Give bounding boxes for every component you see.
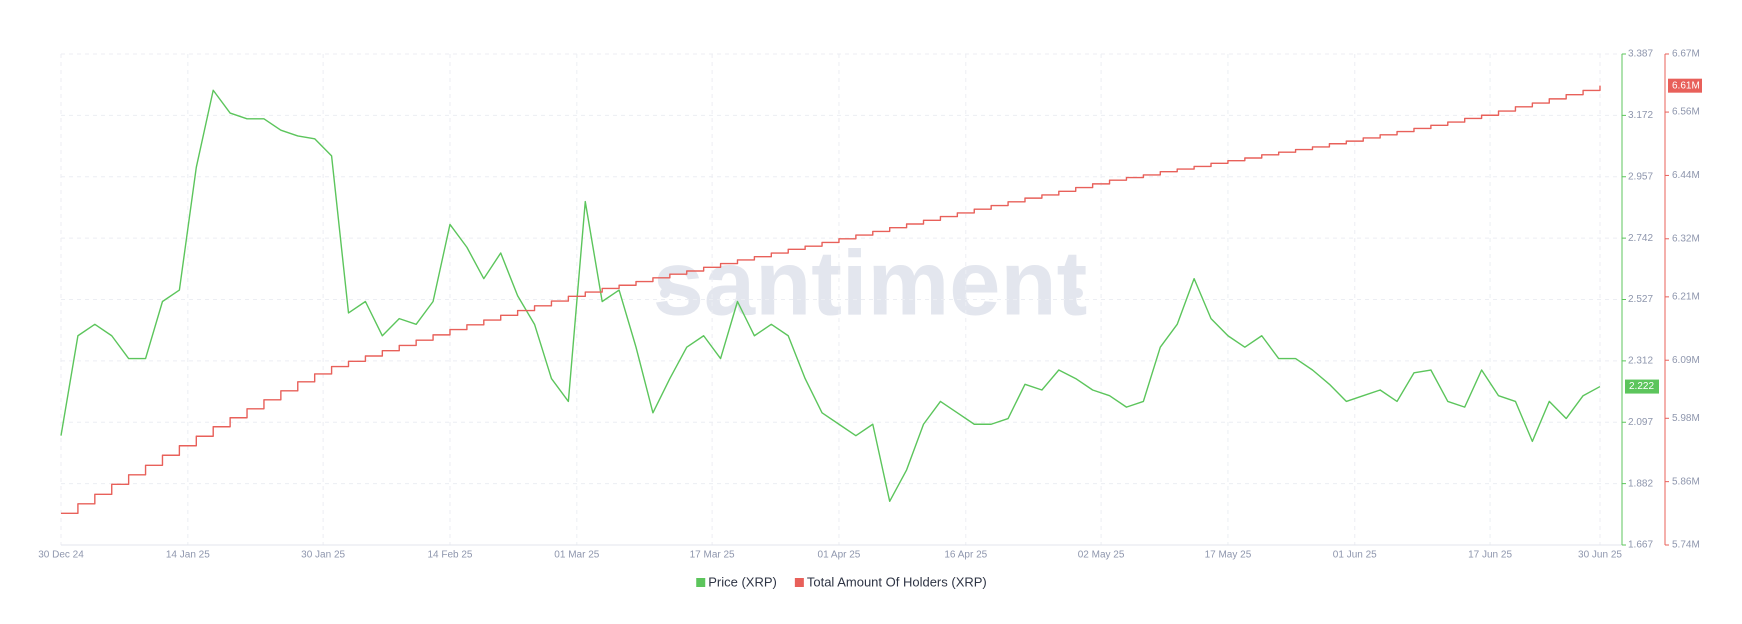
y-tick-label: 2.312 (1628, 356, 1653, 367)
last-value-badge (1625, 379, 1659, 394)
y2-tick-label: 6.56M (1672, 107, 1700, 118)
x-tick-label: 01 Apr 25 (818, 550, 861, 561)
y2-tick-label: 6.44M (1672, 170, 1700, 181)
y2-tick-label: 6.09M (1672, 355, 1700, 366)
x-tick-label: 30 Jun 25 (1578, 550, 1622, 561)
y2-tick-label: 6.21M (1672, 292, 1700, 303)
y-tick-label: 2.097 (1628, 417, 1653, 428)
y2-tick-label: 6.67M (1672, 49, 1700, 60)
x-tick-label: 01 Jun 25 (1333, 550, 1377, 561)
y2-tick-label: 6.32M (1672, 233, 1700, 244)
grid (60, 53, 1622, 546)
x-tick-label: 14 Feb 25 (427, 550, 472, 561)
watermark: santiment (653, 232, 1088, 334)
series-line (61, 85, 1601, 515)
last-value-label: 6.61M (1672, 80, 1700, 91)
y-tick-label: 2.957 (1628, 171, 1653, 182)
legend-label: Total Amount Of Holders (XRP) (807, 574, 987, 589)
y2-tick-label: 5.74M (1672, 540, 1700, 551)
last-value-badge (1668, 78, 1702, 93)
watermark-dot (1073, 288, 1083, 298)
last-value-label: 2.222 (1629, 381, 1654, 392)
watermark-dot (660, 288, 670, 298)
x-tick-label: 01 Mar 25 (554, 550, 599, 561)
watermark-text: santiment (653, 232, 1088, 334)
legend-swatch (696, 578, 706, 587)
x-tick-label: 30 Dec 24 (38, 550, 84, 561)
y-tick-label: 2.527 (1628, 294, 1653, 305)
x-tick-label: 02 May 25 (1078, 550, 1125, 561)
x-tick-label: 17 Mar 25 (690, 550, 735, 561)
y-tick-label: 3.172 (1628, 110, 1653, 121)
y-tick-label: 2.742 (1628, 233, 1653, 244)
x-tick-label: 17 May 25 (1205, 550, 1252, 561)
x-tick-label: 14 Jan 25 (166, 550, 210, 561)
y-tick-label: 1.667 (1628, 540, 1653, 551)
series-line (60, 89, 1601, 503)
x-tick-label: 30 Jan 25 (301, 550, 345, 561)
y2-tick-label: 5.98M (1672, 413, 1700, 424)
legend-label: Price (XRP) (708, 574, 777, 589)
x-tick-label: 16 Apr 25 (944, 550, 987, 561)
legend-swatch (794, 578, 804, 587)
legend: Price (XRP) Total Amount Of Holders (XRP) (696, 574, 987, 589)
y-tick-label: 3.387 (1628, 49, 1653, 60)
y2-tick-label: 5.86M (1672, 476, 1700, 487)
x-tick-label: 17 Jun 25 (1468, 550, 1512, 561)
y-tick-label: 1.882 (1628, 478, 1653, 489)
